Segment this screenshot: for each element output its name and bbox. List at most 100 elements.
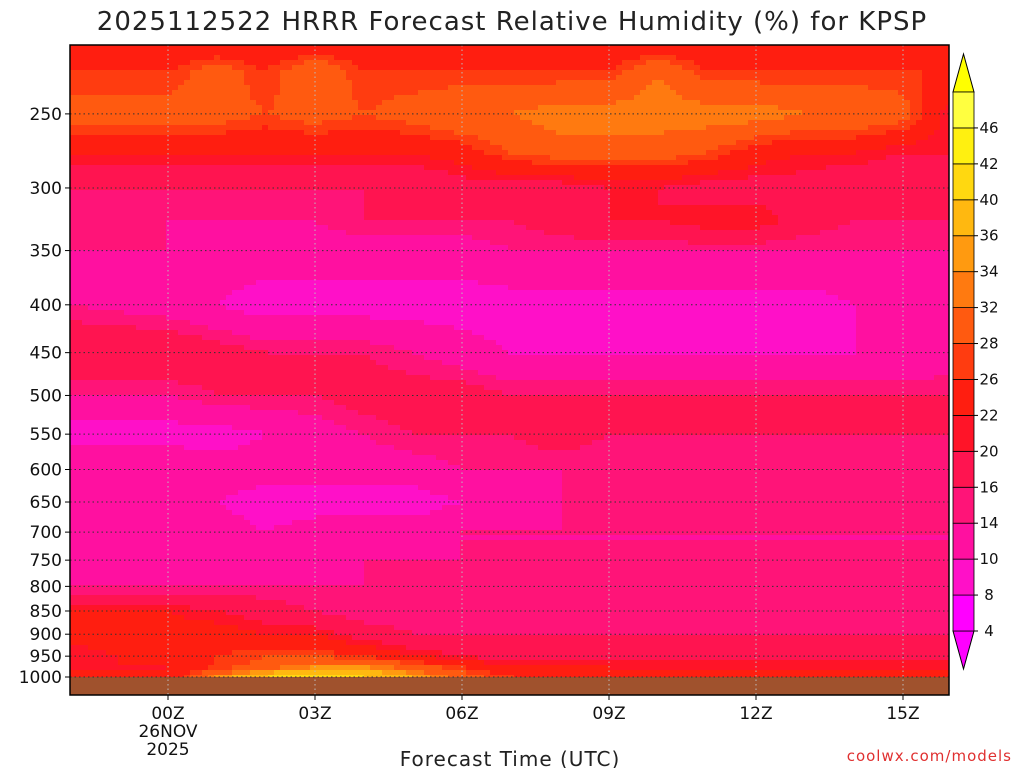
heatmap-cell: [652, 135, 659, 141]
heatmap-cell: [268, 80, 275, 86]
heatmap-cell: [406, 185, 413, 191]
heatmap-cell: [790, 105, 797, 111]
heatmap-cell: [148, 50, 155, 56]
heatmap-cell: [484, 115, 491, 121]
heatmap-cell: [328, 210, 335, 216]
heatmap-cell: [784, 180, 791, 186]
heatmap-cell: [238, 115, 245, 121]
heatmap-cell: [88, 60, 95, 66]
heatmap-cell: [490, 150, 497, 156]
heatmap-cell: [442, 185, 449, 191]
heatmap-cell: [520, 210, 527, 216]
heatmap-cell: [844, 85, 851, 91]
heatmap-cell: [322, 115, 329, 121]
heatmap-cell: [406, 115, 413, 121]
heatmap-cell: [502, 125, 509, 131]
heatmap-cell: [784, 150, 791, 156]
heatmap-cell: [664, 55, 671, 61]
heatmap-cell: [70, 100, 77, 106]
heatmap-cell: [418, 165, 425, 171]
heatmap-cell: [118, 75, 125, 81]
heatmap-cell: [436, 95, 443, 101]
heatmap-cell: [844, 95, 851, 101]
heatmap-cell: [406, 90, 413, 96]
heatmap-cell: [832, 65, 839, 71]
heatmap-cell: [916, 45, 923, 51]
heatmap-cell: [88, 55, 95, 61]
heatmap-cell: [142, 125, 149, 131]
heatmap-cell: [802, 70, 809, 76]
heatmap-cell: [202, 80, 209, 86]
heatmap-cell: [934, 125, 941, 131]
heatmap-cell: [658, 105, 665, 111]
heatmap-cell: [790, 120, 797, 126]
heatmap-cell: [268, 100, 275, 106]
heatmap-cell: [754, 210, 761, 216]
heatmap-cell: [376, 60, 383, 66]
heatmap-cell: [556, 170, 563, 176]
heatmap-cell: [394, 65, 401, 71]
heatmap-cell: [196, 155, 203, 161]
heatmap-cell: [724, 130, 731, 136]
heatmap-cell: [718, 100, 725, 106]
heatmap-cell: [388, 195, 395, 201]
heatmap-cell: [286, 90, 293, 96]
heatmap-cell: [574, 165, 581, 171]
heatmap-cell: [166, 205, 173, 211]
heatmap-cell: [460, 115, 467, 121]
heatmap-cell: [388, 180, 395, 186]
heatmap-cell: [910, 165, 917, 171]
heatmap-cell: [946, 125, 949, 131]
heatmap-cell: [256, 70, 263, 76]
heatmap-cell: [316, 200, 323, 206]
heatmap-cell: [232, 145, 239, 151]
heatmap-cell: [304, 140, 311, 146]
heatmap-cell: [676, 140, 683, 146]
heatmap-cell: [322, 210, 329, 216]
heatmap-cell: [262, 65, 269, 71]
heatmap-cell: [898, 155, 905, 161]
heatmap-cell: [766, 55, 773, 61]
heatmap-cell: [568, 50, 575, 56]
heatmap-cell: [892, 155, 899, 161]
heatmap-cell: [118, 130, 125, 136]
heatmap-cell: [688, 155, 695, 161]
heatmap-cell: [514, 85, 521, 91]
heatmap-cell: [118, 195, 125, 201]
heatmap-cell: [130, 200, 137, 206]
heatmap-cell: [532, 80, 539, 86]
heatmap-cell: [832, 205, 839, 211]
heatmap-cell: [766, 110, 773, 116]
heatmap-cell: [502, 150, 509, 156]
heatmap-cell: [154, 175, 161, 181]
heatmap-cell: [214, 75, 221, 81]
heatmap-cell: [418, 190, 425, 196]
heatmap-cell: [376, 120, 383, 126]
heatmap-cell: [820, 70, 827, 76]
heatmap-cell: [634, 155, 641, 161]
heatmap-cell: [532, 115, 539, 121]
heatmap-cell: [676, 205, 683, 211]
heatmap-cell: [220, 45, 227, 51]
heatmap-cell: [880, 85, 887, 91]
heatmap-cell: [160, 160, 167, 166]
heatmap-cell: [856, 145, 863, 151]
heatmap-cell: [910, 70, 917, 76]
heatmap-cell: [802, 205, 809, 211]
heatmap-cell: [646, 45, 653, 51]
heatmap-cell: [382, 175, 389, 181]
heatmap-cell: [628, 195, 635, 201]
heatmap-cell: [310, 70, 317, 76]
heatmap-cell: [556, 150, 563, 156]
heatmap-cell: [154, 45, 161, 51]
heatmap-cell: [136, 180, 143, 186]
heatmap-cell: [850, 160, 857, 166]
heatmap-cell: [220, 125, 227, 131]
heatmap-cell: [886, 135, 893, 141]
heatmap-cell: [400, 65, 407, 71]
heatmap-cell: [244, 85, 251, 91]
heatmap-cell: [196, 170, 203, 176]
heatmap-cell: [280, 80, 287, 86]
heatmap-cell: [862, 170, 869, 176]
heatmap-cell: [604, 145, 611, 151]
